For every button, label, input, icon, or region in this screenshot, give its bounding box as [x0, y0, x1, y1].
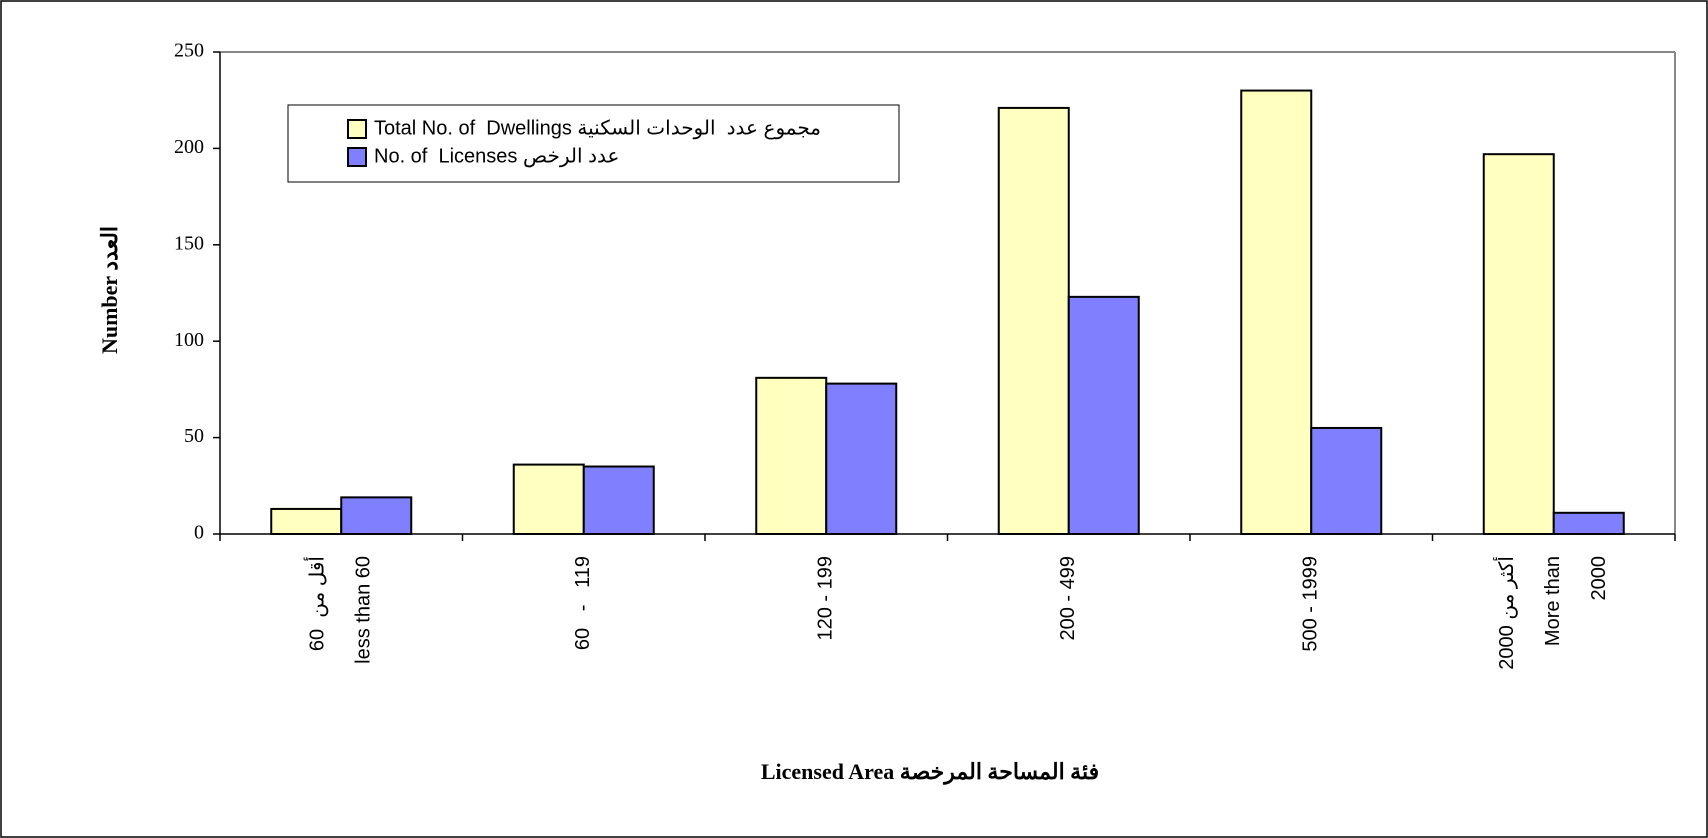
bar — [1310, 426, 1383, 535]
y-tick-label: 150 — [174, 232, 204, 254]
bar — [340, 496, 413, 536]
bar — [1067, 295, 1140, 535]
bar — [1552, 511, 1625, 535]
legend-swatch — [347, 119, 367, 139]
bar — [755, 376, 828, 535]
x-tick-label: 2000 أكثر من — [1493, 556, 1518, 670]
legend-swatch — [347, 147, 367, 167]
x-tick-label: More than — [1542, 556, 1564, 646]
bar — [1482, 153, 1555, 536]
x-tick-label: 2000 — [1588, 556, 1610, 601]
bar — [997, 106, 1070, 536]
x-tick-label: 500 - 1999 — [1300, 556, 1322, 652]
x-tick-label: 200 - 499 — [1057, 556, 1079, 641]
bar — [512, 463, 585, 536]
x-tick-label: 120 - 199 — [815, 556, 837, 641]
legend-label: Total No. of Dwellings مجموع عدد الوحدات… — [374, 117, 821, 139]
x-tick-label: less than 60 — [353, 556, 375, 664]
x-tick-label: 60 أقل من — [304, 556, 329, 651]
y-tick-label: 200 — [174, 136, 204, 158]
x-axis-title: Licensed Area فئة المساحة المرخصة — [761, 759, 1099, 785]
y-axis-title: Number العدد — [97, 226, 122, 354]
legend-box — [287, 104, 900, 183]
bar — [582, 465, 655, 535]
y-tick-label: 250 — [174, 40, 204, 62]
bar — [270, 507, 343, 536]
y-tick-label: 0 — [194, 522, 204, 544]
x-tick-label: 60 - 119 — [572, 556, 594, 650]
y-tick-label: 100 — [174, 329, 204, 351]
bar — [1240, 89, 1313, 535]
bar — [825, 382, 898, 535]
y-tick-label: 50 — [184, 425, 204, 447]
legend-label: No. of Licenses عدد الرخص — [374, 145, 619, 167]
